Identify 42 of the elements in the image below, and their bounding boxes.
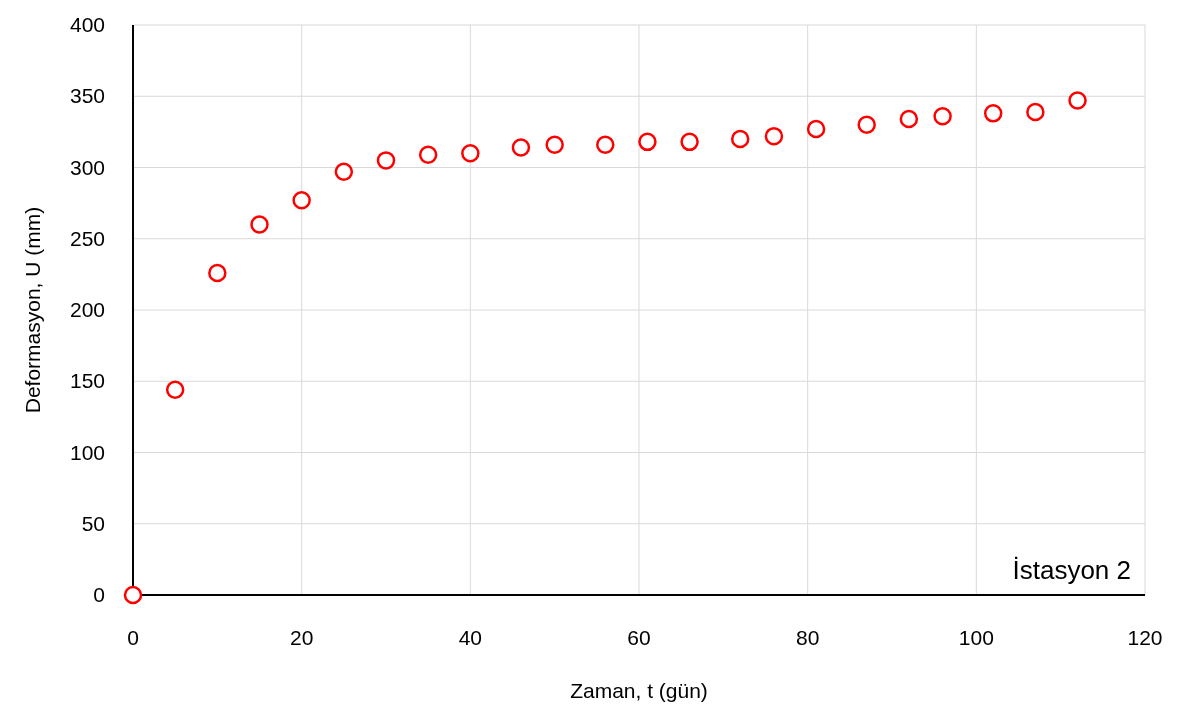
point: [638, 132, 657, 152]
y-tick-label: 200: [69, 298, 105, 321]
point: [596, 135, 615, 154]
point: [123, 585, 143, 605]
x-tick-label: 60: [627, 626, 651, 649]
x-tick-label: 0: [127, 626, 139, 649]
x-tick-label: 120: [1127, 626, 1163, 649]
point: [933, 106, 952, 126]
point: [250, 215, 269, 234]
point: [334, 162, 354, 182]
point: [899, 109, 919, 129]
point: [292, 191, 311, 210]
y-tick-label: 250: [69, 226, 105, 250]
point: [764, 126, 784, 146]
x-tick-label: 20: [289, 626, 314, 649]
point: [376, 151, 396, 170]
point: [208, 263, 227, 283]
point: [545, 135, 564, 154]
point: [165, 380, 185, 400]
point: [1026, 102, 1045, 122]
annotation: İstasyon 2: [1012, 555, 1131, 585]
y-tick-label: 0: [93, 583, 105, 606]
point: [983, 104, 1003, 123]
x-tick-label: 100: [958, 626, 994, 649]
y-tick-label: 150: [69, 369, 105, 393]
point: [511, 138, 531, 157]
x-tick-label: 80: [795, 626, 820, 649]
point: [418, 145, 438, 164]
point: [806, 119, 826, 139]
point: [680, 132, 699, 152]
y-axis-title: Deformasyon, U (mm): [21, 206, 44, 414]
y-tick-label: 300: [69, 155, 105, 179]
y-tick-label: 100: [69, 440, 105, 464]
y-tick-label: 50: [81, 511, 105, 535]
x-axis-title: Zaman, t (gün): [570, 679, 708, 702]
y-tick-label: 350: [69, 84, 105, 108]
point: [1068, 91, 1087, 110]
point: [857, 115, 876, 134]
point: [730, 129, 750, 149]
y-tick-label: 400: [69, 13, 105, 36]
point: [461, 144, 480, 163]
x-tick-label: 40: [458, 626, 483, 649]
